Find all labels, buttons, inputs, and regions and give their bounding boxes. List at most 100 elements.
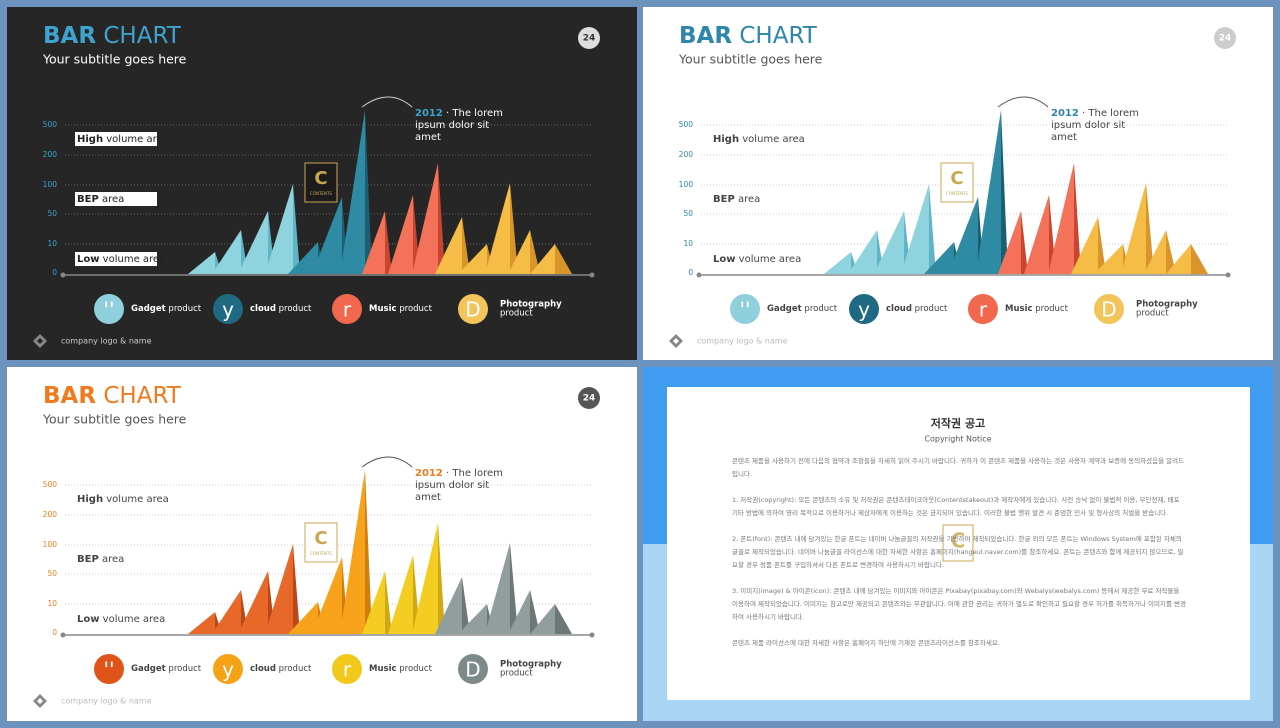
footer: company logo & name: [61, 337, 152, 346]
legend-bold: cloud: [886, 304, 912, 314]
peak-side: [510, 183, 518, 274]
peak-front: [1094, 244, 1123, 274]
peak-front: [212, 590, 241, 634]
legend-rest: product: [279, 304, 312, 314]
notice-logo-box: [942, 524, 974, 562]
area-label: Low volume area: [77, 614, 165, 625]
peak-front: [458, 604, 487, 634]
legend-rest: product: [279, 664, 312, 674]
legend-label: Gadget product: [767, 304, 838, 314]
peak-side: [365, 470, 372, 634]
page-number: 24: [583, 394, 596, 404]
peak-side: [1001, 110, 1008, 274]
legend-icon-bg: [458, 294, 488, 324]
title-rest: CHART: [103, 383, 181, 409]
legend-icon-bg: [730, 294, 760, 324]
logo-box: [304, 162, 338, 203]
axis-dot: [1225, 272, 1231, 278]
legend-icon-bg: [968, 294, 998, 324]
legend-icon-bg: [332, 654, 362, 684]
callout-arc: [997, 96, 1049, 108]
peak-front: [265, 184, 293, 274]
legend-rest: product: [1136, 309, 1169, 319]
legend-bold: Music: [369, 304, 397, 314]
legend-icon: '': [740, 298, 751, 322]
callout-line: 2012 · The lorem: [415, 468, 503, 479]
title-bold: BAR: [43, 23, 96, 49]
area-bold: BEP: [77, 194, 99, 205]
legend-icon-bg: [213, 294, 243, 324]
legend-rest: product: [500, 669, 533, 679]
peak-front: [508, 230, 530, 274]
legend-rest: product: [915, 304, 948, 314]
legend-bold: cloud: [250, 304, 276, 314]
peak-side: [530, 230, 540, 274]
callout-line: ipsum dolor sit: [415, 480, 489, 491]
peak-front: [1071, 217, 1098, 274]
y-tick-label: 10: [47, 239, 57, 248]
callout-year: 2012: [415, 108, 443, 119]
peak-side: [929, 184, 936, 274]
legend-icon-bg: [94, 654, 124, 684]
logo-sub: CONTENTS: [946, 191, 968, 196]
peak-side: [1074, 163, 1081, 274]
axis-dot: [589, 272, 595, 278]
peak-front: [340, 110, 365, 274]
peak-front: [312, 197, 342, 274]
callout-arc: [361, 456, 413, 468]
notice-subtitle: Copyright Notice: [924, 435, 991, 444]
area-rest: volume area: [742, 134, 805, 145]
y-tick-label: 0: [688, 268, 693, 277]
area-bold: High: [77, 494, 103, 505]
logo: C: [950, 168, 963, 189]
peak-side: [365, 110, 372, 274]
area-bold: Low: [77, 614, 99, 625]
peak-front: [435, 217, 462, 274]
page-number: 24: [1219, 34, 1232, 44]
footer-icon: [33, 694, 47, 708]
legend-bold: Photography: [500, 300, 562, 310]
legend-label: Music product: [369, 304, 433, 314]
peak-front: [362, 571, 385, 634]
peak-front: [238, 571, 268, 634]
y-tick-label: 200: [679, 150, 694, 159]
legend-icon: D: [465, 658, 480, 682]
logo-box: [940, 162, 974, 203]
legend-label: cloud product: [250, 664, 312, 674]
page-number-badge: [1214, 27, 1236, 49]
peak-front: [998, 211, 1021, 274]
title-rest: CHART: [739, 23, 817, 49]
callout-line: 2012 · The lorem: [1051, 108, 1139, 119]
area-label: Low volume area: [77, 254, 165, 265]
y-tick-label: 10: [47, 599, 57, 608]
y-tick-label: 500: [679, 120, 694, 129]
logo: C: [314, 528, 327, 549]
peak-front: [412, 163, 438, 274]
legend-rest: product: [804, 304, 837, 314]
area-bold: BEP: [713, 194, 735, 205]
legend-icon: r: [979, 298, 988, 322]
callout-line: amet: [415, 132, 441, 143]
area-label: BEP area: [77, 194, 124, 205]
title-bold: BAR: [679, 23, 732, 49]
axis-dot: [696, 272, 702, 278]
peak-front: [412, 523, 438, 634]
page-number-badge: [578, 27, 600, 49]
logo-sub: CONTENTS: [310, 551, 332, 556]
peak-front: [188, 612, 215, 634]
callout-arc: [361, 96, 413, 108]
legend-label: Music product: [369, 664, 433, 674]
legend-bold: Music: [369, 664, 397, 674]
footer-icon: [33, 334, 47, 348]
area-bold: BEP: [77, 554, 99, 565]
title-bold: BAR: [43, 383, 96, 409]
area-label: High volume area: [77, 134, 169, 145]
notice-paragraph: 3. 이미지(image) & 아이콘(icon): 콘텐츠 내에 담겨있는 이…: [732, 587, 1186, 621]
legend-rest: product: [168, 664, 201, 674]
legend-icon: r: [343, 298, 352, 322]
callout-line: amet: [1051, 132, 1077, 143]
